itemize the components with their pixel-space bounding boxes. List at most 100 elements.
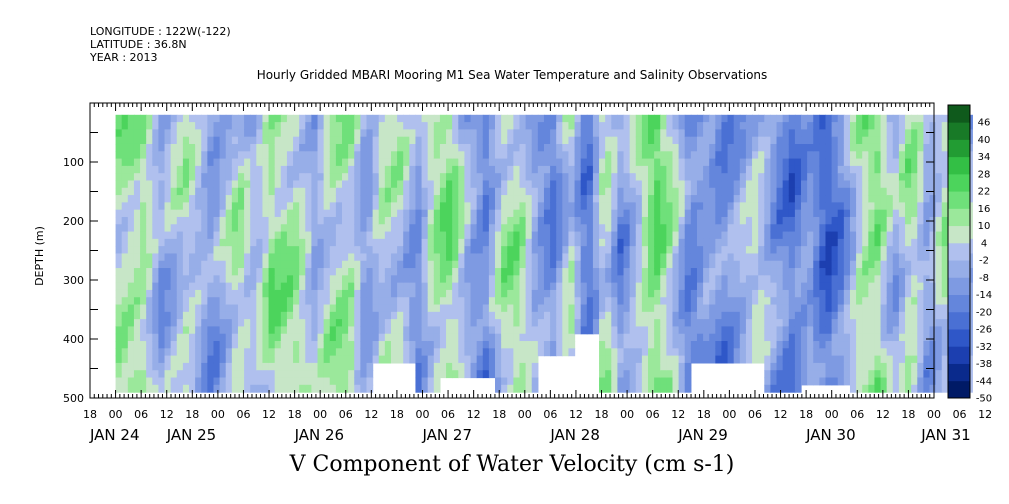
heatmap-cell (427, 370, 435, 379)
heatmap-cell (482, 275, 490, 284)
heatmap-cell (470, 289, 478, 298)
heatmap-cell (782, 224, 790, 233)
heatmap-cell (905, 173, 912, 182)
heatmap-cell (770, 311, 778, 320)
heatmap-cell (458, 173, 466, 182)
heatmap-cell (470, 216, 478, 225)
heatmap-cell (874, 304, 882, 313)
heatmap-cell (635, 304, 643, 313)
heatmap-cell (299, 122, 306, 130)
heatmap-cell (170, 173, 178, 182)
heatmap-cell (703, 136, 710, 145)
heatmap-cell (348, 348, 355, 357)
heatmap-cell (819, 187, 827, 196)
heatmap-cell (690, 246, 698, 255)
heatmap-cell (464, 289, 472, 298)
heatmap-cell (274, 246, 282, 255)
heatmap-cell (219, 260, 227, 269)
heatmap-cell (623, 129, 631, 138)
heatmap-cell (788, 224, 796, 233)
heatmap-cell (182, 304, 190, 313)
heatmap-cell (898, 297, 906, 306)
heatmap-cell (244, 180, 251, 189)
heatmap-cell (195, 180, 202, 189)
heatmap-cell (182, 158, 190, 167)
heatmap-cell (825, 333, 833, 342)
heatmap-cell (739, 202, 747, 211)
heatmap-cell (458, 341, 466, 349)
heatmap-cell (531, 311, 539, 320)
heatmap-cell (427, 224, 435, 233)
heatmap-cell (433, 143, 441, 152)
heatmap-cell (170, 268, 178, 276)
heatmap-cell (788, 341, 796, 349)
heatmap-cell (427, 231, 435, 240)
heatmap-cell (182, 275, 190, 284)
heatmap-cell (562, 143, 570, 152)
heatmap-cell (476, 202, 484, 211)
heatmap-cell (207, 377, 215, 386)
heatmap-cell (715, 297, 723, 306)
heatmap-cell (317, 297, 325, 306)
heatmap-cell (917, 246, 924, 255)
heatmap-cell (268, 114, 276, 123)
heatmap-cell (317, 304, 325, 313)
heatmap-cell (568, 180, 576, 189)
heatmap-cell (770, 158, 778, 167)
heatmap-cell (898, 268, 906, 276)
heatmap-cell (880, 297, 888, 306)
heatmap-cell (635, 333, 643, 342)
heatmap-cell (592, 297, 600, 306)
heatmap-cell (519, 260, 527, 269)
heatmap-cell (488, 151, 496, 160)
heatmap-cell (819, 224, 827, 233)
heatmap-cell (537, 311, 545, 320)
heatmap-cell (537, 253, 545, 262)
heatmap-cell (745, 297, 753, 306)
heatmap-cell (923, 165, 931, 174)
heatmap-cell (690, 341, 698, 349)
heatmap-cell (427, 114, 435, 123)
heatmap-cell (286, 238, 294, 247)
heatmap-cell (299, 158, 306, 167)
heatmap-cell (464, 326, 472, 335)
heatmap-cell (164, 202, 172, 211)
heatmap-cell (745, 231, 753, 240)
heatmap-cell (629, 231, 637, 240)
heatmap-cell (127, 326, 135, 335)
heatmap-cell (648, 180, 655, 189)
heatmap-cell (666, 202, 674, 211)
heatmap-cell (935, 158, 943, 167)
heatmap-cell (684, 216, 692, 225)
heatmap-cell (801, 304, 808, 313)
heatmap-cell (678, 180, 686, 189)
heatmap-cell (421, 289, 429, 298)
heatmap-cell (764, 224, 772, 233)
heatmap-cell (384, 114, 392, 123)
heatmap-cell (531, 165, 539, 174)
heatmap-cell (825, 377, 833, 386)
heatmap-cell (195, 246, 202, 255)
heatmap-cell (880, 289, 888, 298)
heatmap-cell (360, 122, 368, 130)
heatmap-cell (641, 355, 649, 364)
heatmap-cell (244, 326, 251, 335)
heatmap-cell (207, 341, 215, 349)
heatmap-cell (219, 275, 227, 284)
heatmap-cell (837, 129, 845, 138)
heatmap-cell (409, 289, 417, 298)
heatmap-cell (274, 202, 282, 211)
heatmap-cell (525, 151, 533, 160)
heatmap-cell (831, 260, 839, 269)
heatmap-cell (329, 253, 337, 262)
heatmap-cell (758, 129, 765, 138)
heatmap-cell (660, 165, 667, 174)
heatmap-cell (140, 246, 147, 255)
heatmap-cell (599, 348, 606, 357)
heatmap-cell (403, 129, 410, 138)
heatmap-cell (525, 268, 533, 276)
heatmap-cell (366, 158, 374, 167)
heatmap-cell (390, 348, 398, 357)
heatmap-cell (366, 370, 374, 379)
heatmap-cell (905, 238, 912, 247)
